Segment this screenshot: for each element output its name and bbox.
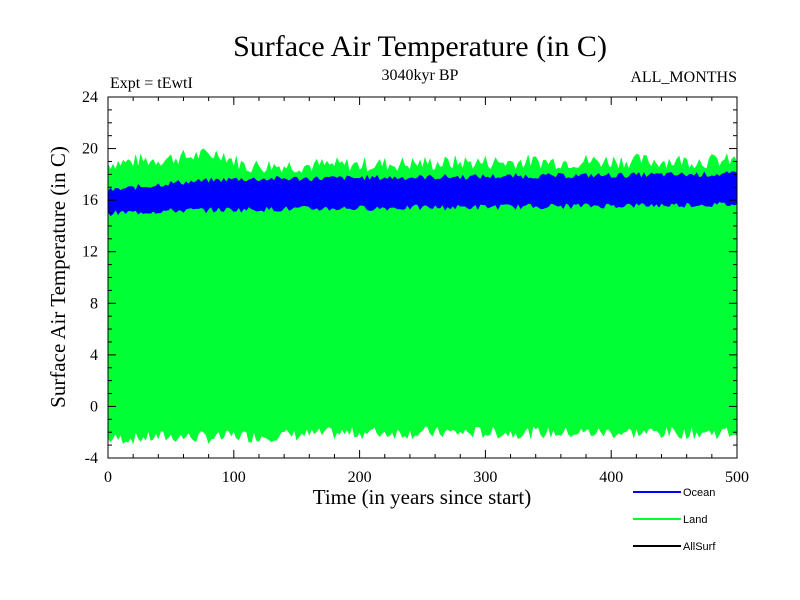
x-tick-label: 400 bbox=[599, 469, 623, 486]
legend-label-ocean: Ocean bbox=[683, 487, 715, 499]
x-tick-label: 500 bbox=[725, 469, 749, 486]
legend: Ocean Land AllSurf bbox=[633, 487, 716, 553]
y-tick-label: 8 bbox=[90, 295, 98, 312]
legend-label-land: Land bbox=[683, 514, 707, 526]
months-label: ALL_MONTHS bbox=[630, 69, 737, 86]
plot-frame bbox=[107, 96, 738, 459]
x-axis-label: Time (in years since start) bbox=[313, 485, 532, 509]
legend-label-allsurf: AllSurf bbox=[683, 541, 716, 553]
chart-title: Surface Air Temperature (in C) bbox=[233, 30, 607, 63]
y-tick-label: 12 bbox=[82, 244, 98, 261]
chart-subtitle: 3040kyr BP bbox=[382, 67, 459, 84]
x-tick-label: 200 bbox=[348, 469, 372, 486]
y-tick-label: -4 bbox=[85, 450, 98, 467]
y-tick-label: 0 bbox=[90, 398, 98, 415]
y-tick-label: 16 bbox=[82, 192, 98, 209]
x-tick-label: 0 bbox=[104, 469, 112, 486]
y-axis-label: Surface Air Temperature (in C) bbox=[46, 146, 70, 408]
y-tick-label: 20 bbox=[82, 141, 98, 158]
experiment-label: Expt = tEwtI bbox=[110, 75, 193, 92]
x-tick-label: 300 bbox=[473, 469, 497, 486]
x-tick-label: 100 bbox=[222, 469, 246, 486]
y-tick-label: 24 bbox=[82, 89, 98, 106]
plot-area bbox=[107, 148, 738, 445]
y-tick-label: 4 bbox=[90, 347, 98, 364]
